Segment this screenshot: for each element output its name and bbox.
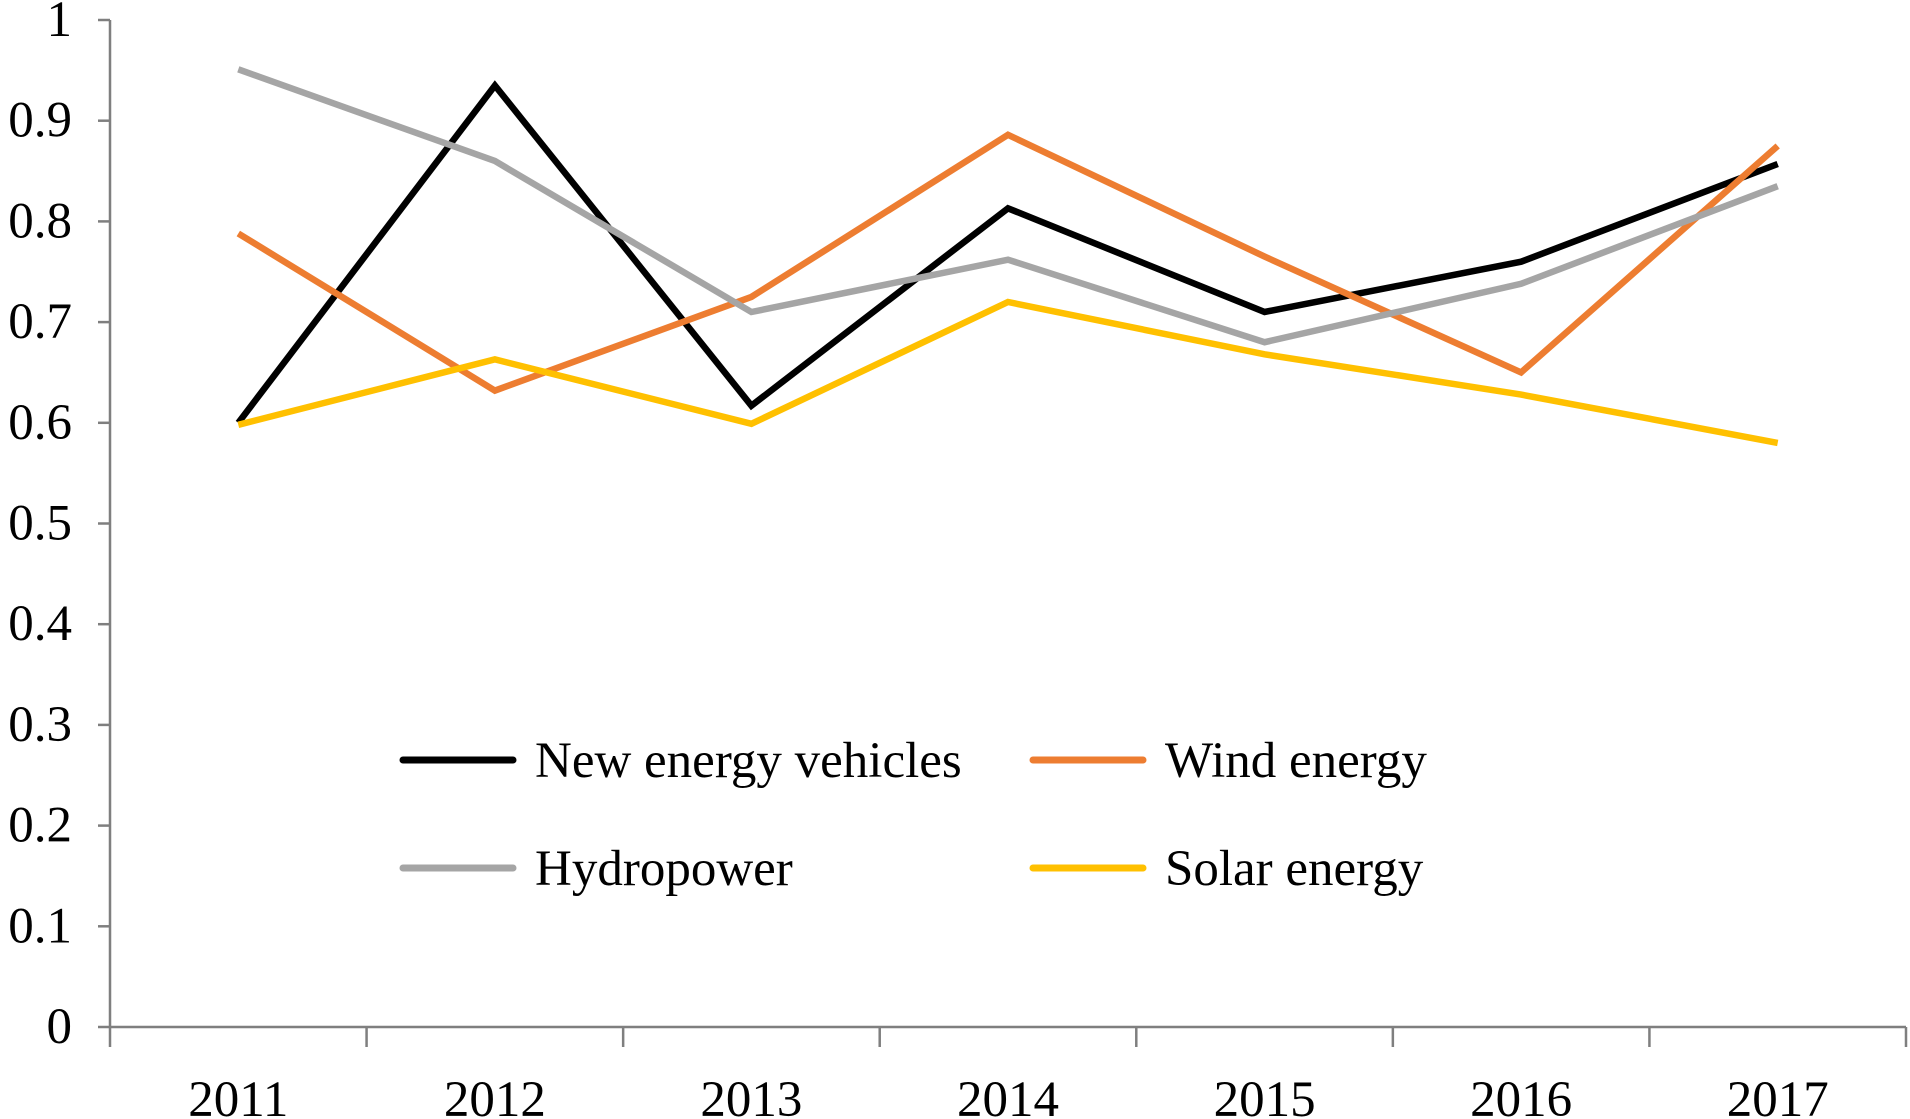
x-tick-label: 2016 (1470, 1072, 1572, 1119)
series-line-wind-energy (236, 131, 1780, 395)
series-line-hydropower (237, 66, 1779, 346)
x-tick-label: 2013 (700, 1072, 802, 1119)
x-tick-label: 2014 (957, 1072, 1059, 1119)
legend-item-new-energy-vehicles: New energy vehicles (399, 733, 962, 789)
y-tick-label: 0 (47, 999, 73, 1055)
plot-area (235, 66, 1780, 447)
x-tick-label: 2011 (188, 1072, 288, 1119)
legend-label: Solar energy (1165, 841, 1424, 897)
y-tick-label: 0.7 (8, 294, 72, 350)
legend: New energy vehicles Wind energy Hydropower… (399, 733, 1427, 897)
y-tick-label: 0.2 (8, 798, 72, 854)
legend-label: New energy vehicles (535, 733, 962, 789)
y-tick-label: 1 (47, 0, 73, 48)
legend-item-hydropower: Hydropower (399, 841, 793, 897)
legend-label: Wind energy (1165, 733, 1427, 789)
y-tick-label: 0.8 (8, 193, 72, 249)
legend-item-wind-energy: Wind energy (1029, 733, 1427, 789)
y-tick-label: 0.4 (8, 596, 72, 652)
y-tick-label: 0.1 (8, 898, 72, 954)
y-tick-label: 0.6 (8, 395, 72, 451)
x-tick-label: 2015 (1214, 1072, 1316, 1119)
axes: 0 0.1 0.2 0.3 0.4 0.5 0.6 0.7 0.8 0.9 1 2011 2012 201… (8, 0, 1908, 1119)
y-tick-label: 0.9 (8, 93, 72, 149)
legend-item-solar-energy: Solar energy (1029, 841, 1424, 897)
legend-label: Hydropower (535, 841, 793, 897)
y-tick-label: 0.3 (8, 697, 72, 753)
x-tick-label: 2012 (444, 1072, 546, 1119)
series-line-solar-energy (237, 298, 1779, 447)
x-tick-label: 2017 (1727, 1072, 1829, 1119)
series-line-new-energy-vehicles (235, 80, 1779, 425)
y-tick-label: 0.5 (8, 496, 72, 552)
